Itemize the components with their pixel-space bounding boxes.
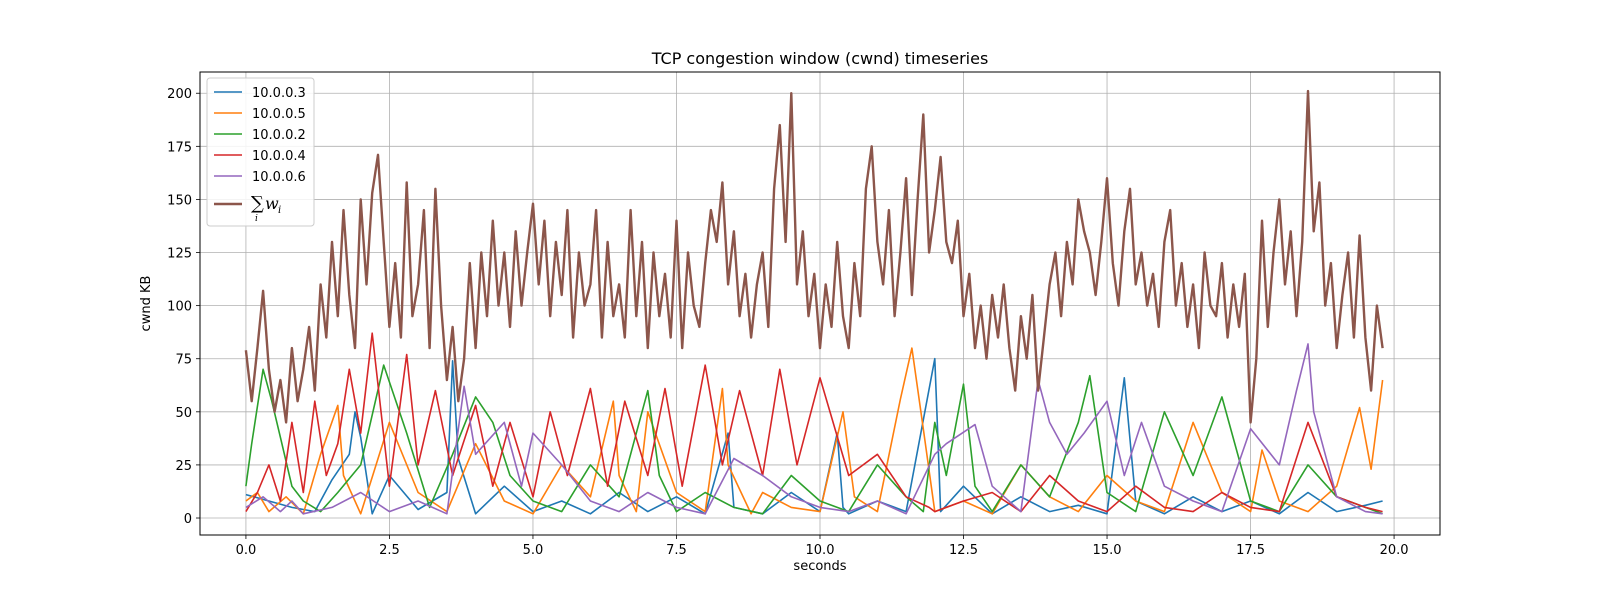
- x-tick-label: 7.5: [666, 543, 687, 558]
- legend-box: [206, 77, 315, 227]
- y-tick-label: 75: [175, 353, 192, 368]
- x-axis-title: seconds: [793, 559, 846, 574]
- chart-title: TCP congestion window (cwnd) timeseries: [651, 49, 989, 68]
- series-line-10-0-0-4: [245, 332, 1383, 513]
- legend-label: 10.0.0.3: [252, 86, 306, 101]
- legend-label: 10.0.0.4: [252, 149, 306, 164]
- legend-label-sum: ∑wi: [251, 193, 281, 216]
- y-tick-label: 50: [175, 406, 192, 421]
- series-line-10-0-0-3: [245, 357, 1383, 515]
- y-tick-label: 200: [167, 87, 192, 102]
- x-tick-label: 10.0: [806, 543, 835, 558]
- x-tick-label: 17.5: [1236, 543, 1265, 558]
- y-axis-title: cwnd KB: [139, 276, 154, 332]
- y-tick-label: 150: [167, 193, 192, 208]
- legend-label: 10.0.0.6: [252, 170, 306, 185]
- grid-layer: [200, 72, 1440, 535]
- legend: 10.0.0.3 10.0.0.5 10.0.0.2 10.0.0.4 10.0.0.6…: [206, 77, 315, 227]
- x-tick-label: 12.5: [949, 543, 978, 558]
- y-tick-label: 100: [167, 300, 192, 315]
- y-tick-label: 175: [167, 140, 192, 155]
- legend-label: 10.0.0.2: [252, 128, 306, 143]
- y-tick-label: 25: [175, 459, 192, 474]
- legend-label: 10.0.0.5: [252, 107, 306, 122]
- y-tick-label: 125: [167, 247, 192, 262]
- x-tick-label: 0.0: [236, 543, 257, 558]
- series-line-10-0-0-2: [245, 364, 1383, 515]
- x-tick-label: 2.5: [379, 543, 400, 558]
- y-tick-label: 0: [184, 512, 192, 527]
- tick-layer: 0.0 2.5 5.0 7.5 10.0 12.5 15.0 17.5 20.0 0 25 50 75 1…: [167, 87, 1408, 558]
- series-line-10-0-0-6: [245, 343, 1383, 515]
- x-tick-label: 5.0: [523, 543, 544, 558]
- x-tick-label: 15.0: [1093, 543, 1122, 558]
- series-layer: [244, 89, 1384, 515]
- series-line-10-0-0-5: [245, 347, 1384, 515]
- series-line-sum: [244, 89, 1384, 424]
- legend-label-sum-index: i: [255, 214, 258, 224]
- x-tick-label: 20.0: [1380, 543, 1409, 558]
